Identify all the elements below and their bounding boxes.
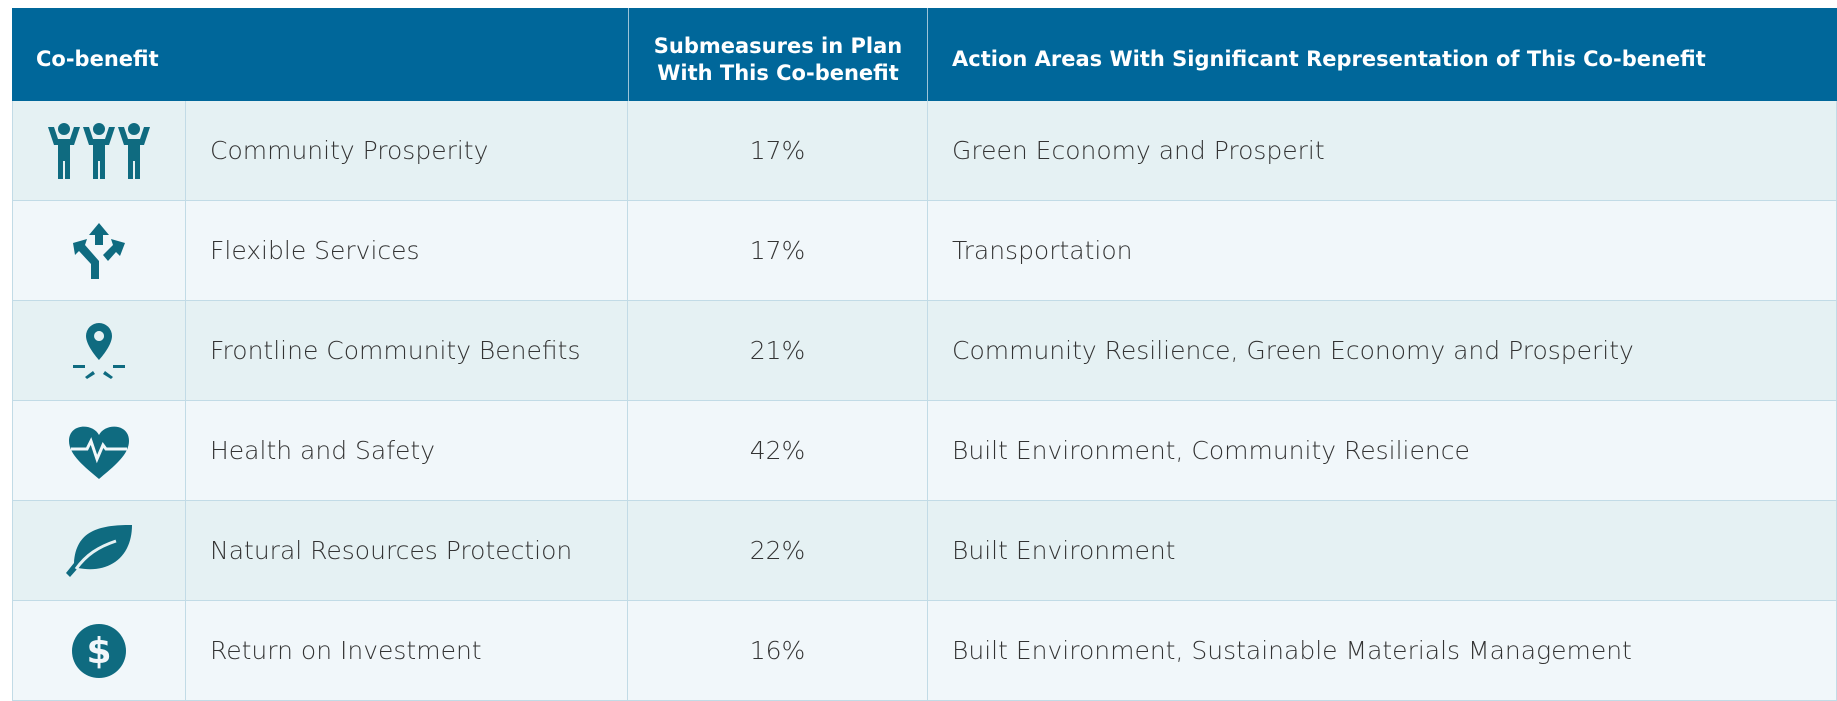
leaf-icon: [66, 524, 132, 577]
percent-cell: 22%: [628, 501, 928, 601]
label-cell: Health and Safety: [186, 401, 628, 501]
areas-cell: Built Environment, Sustainable Materials…: [928, 601, 1837, 701]
svg-text:$: $: [86, 631, 111, 672]
location-icon: [73, 322, 125, 379]
icon-cell: [12, 301, 186, 401]
percent-cell: 21%: [628, 301, 928, 401]
people-icon: [48, 122, 150, 179]
icon-cell: [12, 201, 186, 301]
areas-cell: Green Economy and Prosperit: [928, 101, 1837, 201]
icon-cell: [12, 401, 186, 501]
label-cell: Natural Resources Protection: [186, 501, 628, 601]
areas-cell: Built Environment, Community Resilience: [928, 401, 1837, 501]
percent-cell: 16%: [628, 601, 928, 701]
label-cell: Flexible Services: [186, 201, 628, 301]
header-cell: Action Areas With Significant Representa…: [928, 8, 1837, 101]
areas-cell: Transportation: [928, 201, 1837, 301]
heart-icon: [69, 426, 129, 479]
areas-cell: Built Environment: [928, 501, 1837, 601]
header-cell: Submeasures in Plan With This Co-benefit: [628, 8, 928, 101]
label-cell: Frontline Community Benefits: [186, 301, 628, 401]
icon-cell: $: [12, 601, 186, 701]
icon-cell: [12, 101, 186, 201]
directions-icon: [73, 222, 125, 279]
label-cell: Return on Investment: [186, 601, 628, 701]
percent-cell: 17%: [628, 101, 928, 201]
table: Co-benefit Submeasures in Plan With This…: [12, 8, 1837, 701]
dollar-icon: $: [72, 623, 126, 678]
icon-cell: [12, 501, 186, 601]
header-cell: Co-benefit: [12, 8, 628, 101]
percent-cell: 42%: [628, 401, 928, 501]
areas-cell: Community Resilience, Green Economy and …: [928, 301, 1837, 401]
label-cell: Community Prosperity: [186, 101, 628, 201]
percent-cell: 17%: [628, 201, 928, 301]
